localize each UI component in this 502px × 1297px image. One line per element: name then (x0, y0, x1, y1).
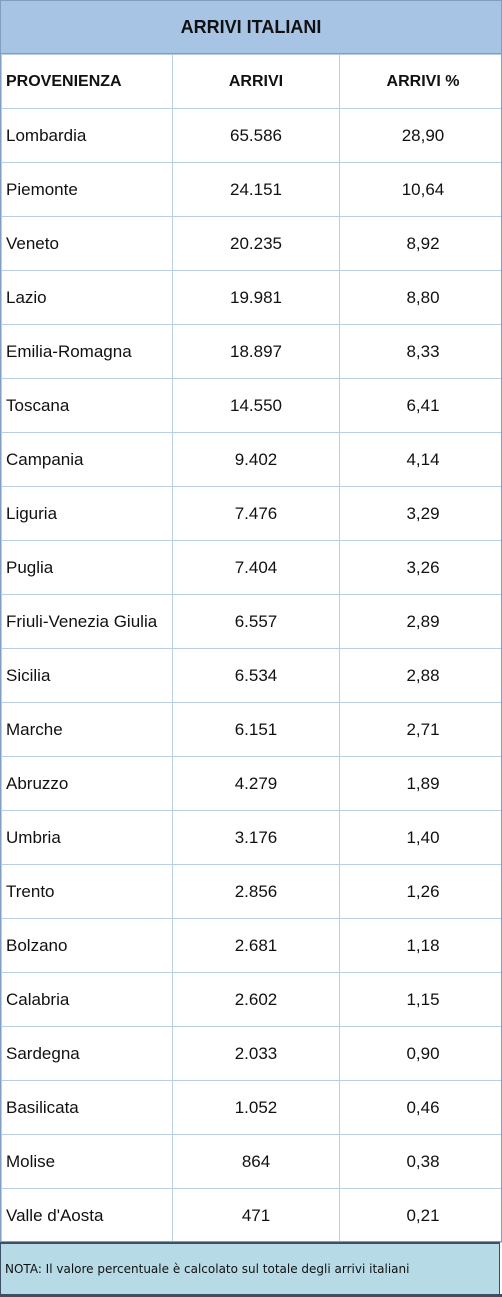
cell-arrivi: 14.550 (172, 378, 340, 433)
table-title: ARRIVI ITALIANI (1, 1, 501, 54)
cell-arrivi: 2.681 (172, 918, 340, 973)
table-row: Bolzano 2.681 1,18 (1, 918, 502, 973)
table-row: Abruzzo 4.279 1,89 (1, 756, 502, 811)
cell-arrivi: 1.052 (172, 1080, 340, 1135)
table-row: Sicilia 6.534 2,88 (1, 648, 502, 703)
cell-provenienza: Campania (1, 432, 173, 487)
table-row: Marche 6.151 2,71 (1, 702, 502, 757)
cell-arrivi: 9.402 (172, 432, 340, 487)
cell-provenienza: Emilia-Romagna (1, 324, 173, 379)
cell-arrivi-percent: 1,26 (339, 864, 502, 919)
cell-provenienza: Sardegna (1, 1026, 173, 1081)
cell-provenienza: Toscana (1, 378, 173, 433)
table-row: Umbria 3.176 1,40 (1, 810, 502, 865)
table-row: Campania 9.402 4,14 (1, 432, 502, 487)
cell-provenienza: Molise (1, 1134, 173, 1189)
cell-arrivi-percent: 1,89 (339, 756, 502, 811)
cell-arrivi-percent: 1,15 (339, 972, 502, 1027)
table-row: Sardegna 2.033 0,90 (1, 1026, 502, 1081)
cell-arrivi-percent: 0,21 (339, 1188, 502, 1243)
cell-arrivi: 6.557 (172, 594, 340, 649)
cell-arrivi-percent: 0,46 (339, 1080, 502, 1135)
cell-provenienza: Lombardia (1, 108, 173, 163)
cell-provenienza: Sicilia (1, 648, 173, 703)
cell-arrivi-percent: 8,33 (339, 324, 502, 379)
cell-arrivi-percent: 2,71 (339, 702, 502, 757)
cell-provenienza: Calabria (1, 972, 173, 1027)
table-row: Lazio 19.981 8,80 (1, 270, 502, 325)
cell-provenienza: Umbria (1, 810, 173, 865)
cell-provenienza: Friuli-Venezia Giulia (1, 594, 173, 649)
cell-arrivi: 6.534 (172, 648, 340, 703)
cell-arrivi-percent: 2,89 (339, 594, 502, 649)
column-header-arrivi: ARRIVI (172, 54, 340, 109)
table-row: Emilia-Romagna 18.897 8,33 (1, 324, 502, 379)
cell-arrivi-percent: 1,40 (339, 810, 502, 865)
cell-arrivi: 4.279 (172, 756, 340, 811)
cell-arrivi-percent: 8,92 (339, 216, 502, 271)
cell-arrivi: 471 (172, 1188, 340, 1243)
cell-arrivi: 24.151 (172, 162, 340, 217)
cell-arrivi: 2.033 (172, 1026, 340, 1081)
table-row: Calabria 2.602 1,15 (1, 972, 502, 1027)
cell-provenienza: Valle d'Aosta (1, 1188, 173, 1243)
table-row: Puglia 7.404 3,26 (1, 540, 502, 595)
cell-arrivi: 7.476 (172, 486, 340, 541)
cell-arrivi-percent: 10,64 (339, 162, 502, 217)
column-header-provenienza: PROVENIENZA (1, 54, 173, 109)
table-row: Piemonte 24.151 10,64 (1, 162, 502, 217)
cell-provenienza: Marche (1, 702, 173, 757)
cell-arrivi: 20.235 (172, 216, 340, 271)
table-row: Friuli-Venezia Giulia 6.557 2,89 (1, 594, 502, 649)
cell-arrivi: 2.602 (172, 972, 340, 1027)
cell-arrivi: 2.856 (172, 864, 340, 919)
cell-arrivi: 65.586 (172, 108, 340, 163)
arrivals-table: PROVENIENZA ARRIVI ARRIVI % Lombardia 65.… (1, 54, 502, 1243)
cell-arrivi-percent: 28,90 (339, 108, 502, 163)
cell-arrivi: 3.176 (172, 810, 340, 865)
table-row: Liguria 7.476 3,29 (1, 486, 502, 541)
cell-arrivi: 18.897 (172, 324, 340, 379)
cell-arrivi-percent: 8,80 (339, 270, 502, 325)
cell-provenienza: Bolzano (1, 918, 173, 973)
table-row: Molise 864 0,38 (1, 1134, 502, 1189)
cell-arrivi-percent: 1,18 (339, 918, 502, 973)
cell-arrivi-percent: 3,26 (339, 540, 502, 595)
cell-arrivi: 6.151 (172, 702, 340, 757)
cell-arrivi-percent: 3,29 (339, 486, 502, 541)
cell-arrivi: 7.404 (172, 540, 340, 595)
footnote: NOTA: Il valore percentuale è calcolato … (0, 1242, 500, 1294)
bottom-border (0, 1294, 502, 1297)
cell-provenienza: Liguria (1, 486, 173, 541)
cell-provenienza: Basilicata (1, 1080, 173, 1135)
cell-provenienza: Piemonte (1, 162, 173, 217)
table-row: Valle d'Aosta 471 0,21 (1, 1188, 502, 1243)
cell-arrivi-percent: 0,38 (339, 1134, 502, 1189)
header-row: PROVENIENZA ARRIVI ARRIVI % (1, 54, 502, 109)
table-row: Lombardia 65.586 28,90 (1, 108, 502, 163)
cell-arrivi-percent: 4,14 (339, 432, 502, 487)
cell-provenienza: Lazio (1, 270, 173, 325)
column-header-arrivi-percent: ARRIVI % (339, 54, 502, 109)
cell-arrivi-percent: 2,88 (339, 648, 502, 703)
table-row: Veneto 20.235 8,92 (1, 216, 502, 271)
cell-provenienza: Veneto (1, 216, 173, 271)
cell-arrivi-percent: 0,90 (339, 1026, 502, 1081)
cell-provenienza: Trento (1, 864, 173, 919)
cell-arrivi: 864 (172, 1134, 340, 1189)
table-row: Trento 2.856 1,26 (1, 864, 502, 919)
table-row: Basilicata 1.052 0,46 (1, 1080, 502, 1135)
table-row: Toscana 14.550 6,41 (1, 378, 502, 433)
cell-arrivi: 19.981 (172, 270, 340, 325)
table-body: Lombardia 65.586 28,90 Piemonte 24.151 10,64 V… (1, 108, 502, 1243)
cell-provenienza: Abruzzo (1, 756, 173, 811)
cell-arrivi-percent: 6,41 (339, 378, 502, 433)
cell-provenienza: Puglia (1, 540, 173, 595)
